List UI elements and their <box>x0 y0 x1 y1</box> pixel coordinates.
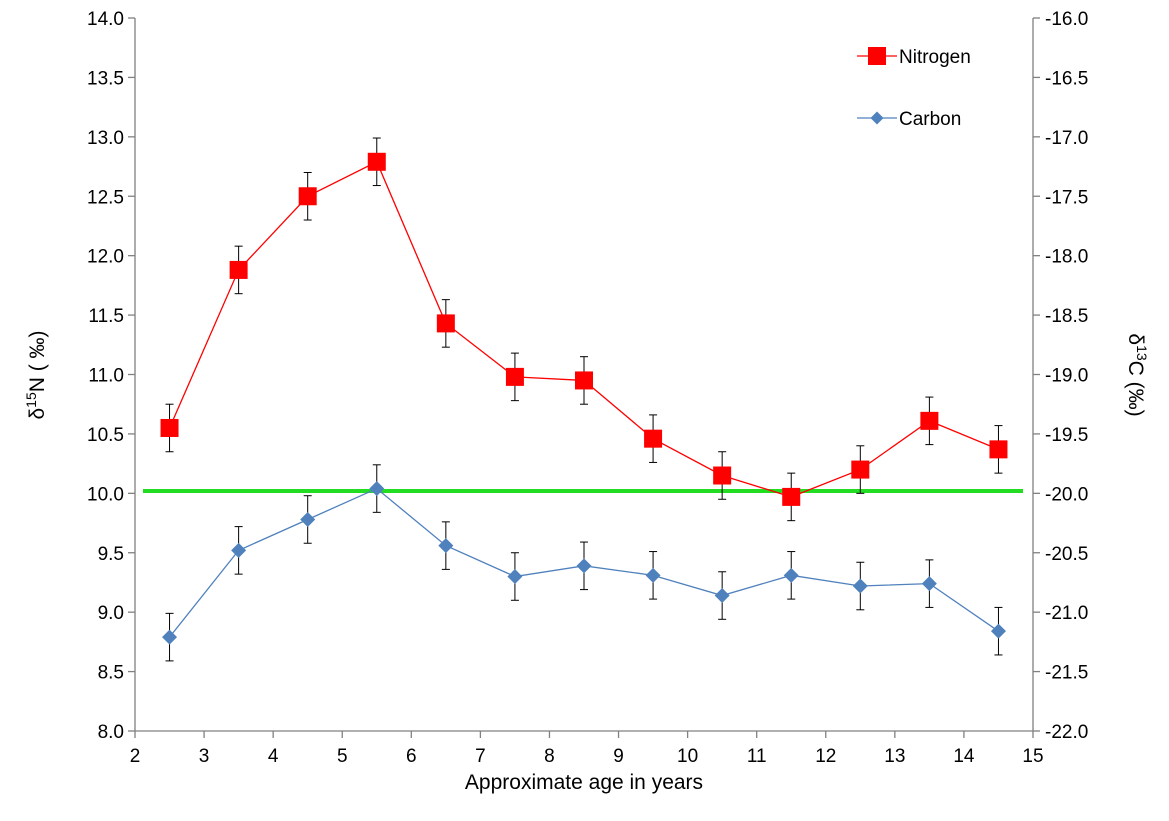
x-tick-label: 4 <box>268 746 279 767</box>
y-axis-right-title-prefix: δ <box>1124 333 1147 345</box>
y-left-tick-label: 14.0 <box>87 9 124 30</box>
data-point-nitrogen <box>575 371 593 390</box>
y-axis-left-title-prefix: δ <box>26 408 49 420</box>
legend-label: Nitrogen <box>899 47 971 68</box>
y-right-tick-label: -18.5 <box>1045 306 1088 327</box>
data-point-carbon <box>369 481 385 497</box>
x-axis-title: Approximate age in years <box>465 771 703 794</box>
data-point-carbon <box>990 623 1006 639</box>
x-tick-label: 3 <box>199 746 210 767</box>
y-axis-left-title: δ15N ( ‰) <box>23 330 49 419</box>
data-point-carbon <box>162 629 178 645</box>
x-tick-label: 6 <box>406 746 417 767</box>
series-nitrogen <box>160 137 1008 522</box>
y-left-tick-label: 11.0 <box>88 366 124 387</box>
legend-item-nitrogen: Nitrogen <box>857 47 971 68</box>
x-tick-label: 11 <box>747 746 767 767</box>
y-right-tick-label: -17.5 <box>1045 187 1088 208</box>
y-right-tick-label: -16.0 <box>1045 9 1088 30</box>
x-tick-label: 13 <box>884 746 905 767</box>
x-tick-label: 14 <box>953 746 975 767</box>
y-axis-left-title-main: N ( ‰) <box>26 330 49 392</box>
y-right-tick-label: -16.5 <box>1045 68 1088 89</box>
data-point-nitrogen <box>851 460 870 479</box>
y-axis-right-title-sup: 13 <box>1134 345 1150 361</box>
y-axis-right-title: δ13C (‰) <box>1124 333 1150 416</box>
y-left-tick-label: 8.5 <box>98 663 124 684</box>
data-point-nitrogen <box>367 152 386 171</box>
data-point-carbon <box>576 558 592 574</box>
y-right-tick-label: -20.0 <box>1045 484 1088 505</box>
data-point-carbon <box>231 542 247 558</box>
data-point-nitrogen <box>644 429 663 448</box>
data-point-carbon <box>852 578 868 594</box>
data-point-nitrogen <box>920 411 939 430</box>
x-tick-label: 5 <box>337 746 348 767</box>
y-right-tick-label: -19.5 <box>1045 425 1088 446</box>
data-point-carbon <box>438 538 454 554</box>
y-right-tick-label: -21.5 <box>1045 663 1088 684</box>
data-point-carbon <box>645 567 661 583</box>
x-tick-label: 9 <box>613 746 624 767</box>
y-left-tick-label: 10.0 <box>87 484 124 505</box>
y-left-tick-label: 12.5 <box>87 187 124 208</box>
y-left-tick-label: 13.5 <box>87 68 124 89</box>
data-point-nitrogen <box>782 487 801 506</box>
series-carbon <box>162 464 1006 662</box>
legend-label: Carbon <box>899 109 961 130</box>
data-point-nitrogen <box>505 367 524 386</box>
y-right-tick-label: -19.0 <box>1045 366 1088 387</box>
y-right-tick-label: -17.0 <box>1045 128 1088 149</box>
y-right-tick-label: -22.0 <box>1045 722 1088 743</box>
y-left-tick-label: 13.0 <box>87 128 124 149</box>
data-point-carbon <box>714 588 730 604</box>
data-point-carbon <box>507 569 523 585</box>
data-point-carbon <box>300 511 316 527</box>
y-left-tick-label: 12.0 <box>87 247 124 268</box>
data-point-nitrogen <box>160 418 179 437</box>
data-point-nitrogen <box>436 314 455 333</box>
y-right-tick-label: -20.5 <box>1045 544 1088 565</box>
x-tick-label: 8 <box>544 746 555 767</box>
data-point-carbon <box>921 576 937 592</box>
data-point-nitrogen <box>298 187 317 206</box>
data-point-nitrogen <box>229 260 248 279</box>
y-left-tick-label: 9.5 <box>98 544 124 565</box>
series-line-nitrogen <box>168 160 999 498</box>
x-tick-label: 12 <box>815 746 836 767</box>
x-tick-label: 10 <box>677 746 698 767</box>
y-right-tick-label: -18.0 <box>1045 247 1088 268</box>
y-axis-right-title-main: C (‰) <box>1124 361 1147 417</box>
x-tick-label: 15 <box>1022 746 1043 767</box>
legend-marker-diamond <box>870 111 884 125</box>
y-left-tick-label: 9.0 <box>98 603 124 624</box>
x-tick-label: 2 <box>130 746 141 767</box>
y-right-tick-label: -21.0 <box>1045 603 1088 624</box>
x-tick-label: 7 <box>475 746 486 767</box>
data-point-carbon <box>783 567 799 583</box>
y-left-tick-label: 10.5 <box>87 425 124 446</box>
y-left-tick-label: 11.5 <box>88 306 124 327</box>
data-point-nitrogen <box>713 466 732 485</box>
legend-marker-square <box>868 47 886 65</box>
y-left-tick-label: 8.0 <box>98 722 124 743</box>
legend-item-carbon: Carbon <box>857 109 961 130</box>
y-axis-left-title-sup: 15 <box>23 392 39 408</box>
data-point-nitrogen <box>989 440 1008 459</box>
